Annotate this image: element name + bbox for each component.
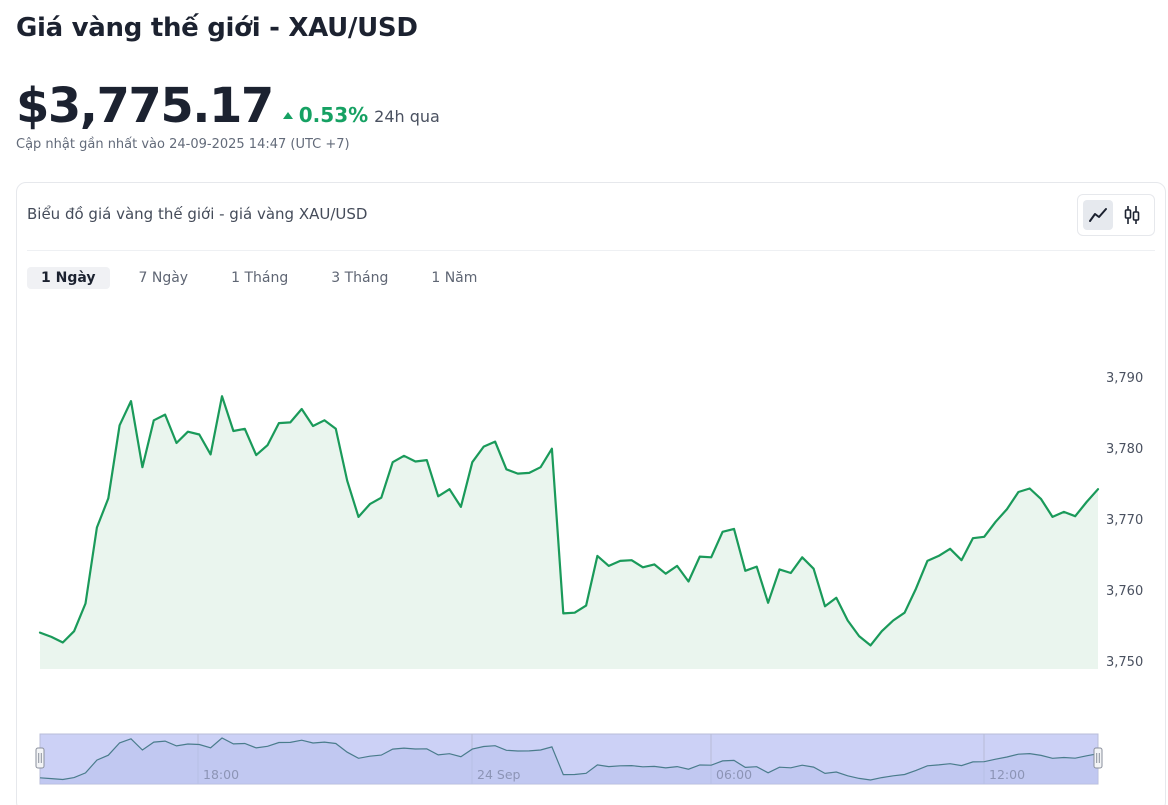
price-change: 0.53% 24h qua xyxy=(282,103,440,127)
range-tab-1-day[interactable]: 1 Ngày xyxy=(27,267,110,289)
y-axis-label: 3,780 xyxy=(1106,442,1143,457)
page-title: Giá vàng thế giới - XAU/USD xyxy=(16,13,418,43)
y-axis-label: 3,790 xyxy=(1106,371,1143,386)
card-divider xyxy=(27,250,1155,251)
line-chart-icon xyxy=(1089,208,1107,222)
range-tab-1-month[interactable]: 1 Tháng xyxy=(231,270,289,286)
y-axis-label: 3,760 xyxy=(1106,584,1143,599)
navigator-line xyxy=(39,737,1099,781)
candlestick-button[interactable] xyxy=(1117,200,1147,230)
y-axis-label: 3,770 xyxy=(1106,513,1143,528)
range-tab-7-days[interactable]: 7 Ngày xyxy=(138,270,189,286)
navigator-left-handle[interactable] xyxy=(35,747,45,769)
range-tab-1-year[interactable]: 1 Năm xyxy=(431,270,478,286)
change-period: 24h qua xyxy=(374,107,440,126)
price-row: $3,775.17 0.53% 24h qua xyxy=(16,78,440,134)
candlestick-icon xyxy=(1124,206,1140,224)
y-axis-label: 3,750 xyxy=(1106,655,1143,670)
price-line xyxy=(38,395,1100,647)
line-chart-button[interactable] xyxy=(1083,200,1113,230)
chart-card-title: Biểu đồ giá vàng thế giới - giá vàng XAU… xyxy=(27,205,368,223)
current-price: $3,775.17 xyxy=(16,78,274,134)
navigator-right-handle[interactable] xyxy=(1093,747,1103,769)
price-area xyxy=(40,396,1098,669)
arrow-up-icon xyxy=(282,112,293,119)
range-tab-3-months[interactable]: 3 Tháng xyxy=(331,270,389,286)
chart-type-toggle xyxy=(1077,194,1155,236)
last-updated: Cập nhật gần nhất vào 24-09-2025 14:47 (… xyxy=(16,137,350,152)
range-tabs: 1 Ngày 7 Ngày 1 Tháng 3 Tháng 1 Năm xyxy=(27,267,506,289)
change-percent: 0.53% xyxy=(298,103,369,127)
